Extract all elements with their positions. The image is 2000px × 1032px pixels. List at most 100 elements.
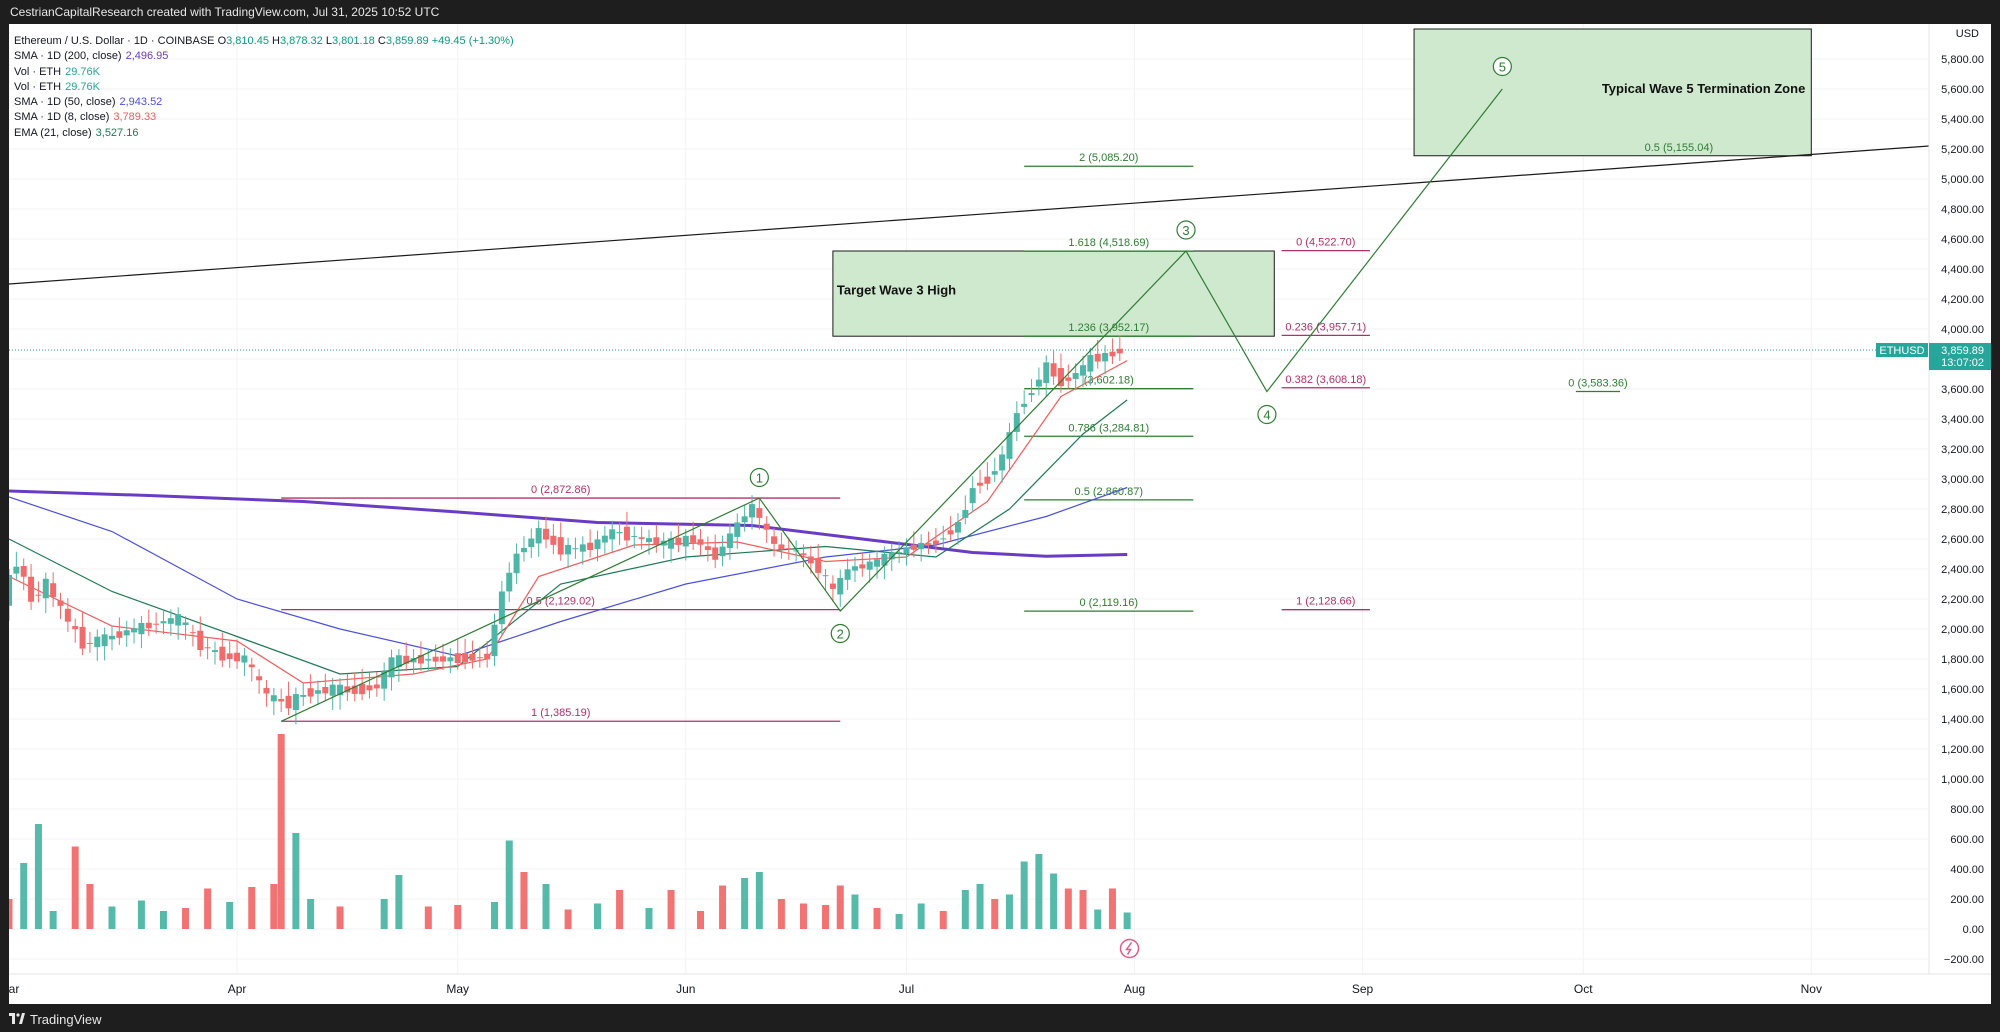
candle-body [28, 576, 35, 602]
legend-row-volume[interactable]: Vol · ETH 29.76K [14, 65, 514, 80]
legend-row-sma200[interactable]: SMA · 1D (200, close) 2,496.95 [14, 49, 514, 64]
candle-body [712, 547, 719, 560]
legend-row-sma8[interactable]: SMA · 1D (8, close) 3,789.33 [14, 110, 514, 125]
volume-bar [71, 846, 79, 929]
candle-body [844, 569, 851, 580]
chart-panel[interactable]: Target Wave 3 High Typical Wave 5 Termina… [9, 24, 1991, 1004]
candle-body [557, 537, 564, 555]
candle-body [1006, 432, 1013, 459]
candle-body [682, 536, 689, 547]
volume-bar [719, 885, 727, 929]
price-axis-tick: 5,800.00 [1941, 54, 1984, 66]
volume-bar [49, 911, 57, 929]
legend-label: Vol · ETH [14, 65, 62, 78]
price-axis-tick: 1,400.00 [1941, 714, 1984, 726]
candle-body [756, 508, 763, 518]
volume-bar [917, 903, 925, 929]
candle-body [417, 655, 424, 664]
candle-body [910, 544, 917, 550]
volume-bar [873, 908, 881, 929]
candle-body [881, 553, 888, 566]
legend-label: SMA · 1D (50, close) [14, 96, 116, 109]
volume-bar [1005, 894, 1013, 929]
legend-row-volume-2[interactable]: Vol · ETH 29.76K [14, 80, 514, 95]
candle-body [748, 504, 755, 518]
time-axis-tick: Mar [9, 982, 19, 996]
volume-bar [424, 906, 432, 929]
candle-body [373, 684, 380, 689]
price-axis-currency: USD [1956, 28, 1979, 40]
fib-level-label: 0 (2,119.16) [1080, 597, 1139, 609]
candle-body [932, 540, 939, 545]
candle-body [108, 635, 115, 640]
volume-bar [895, 914, 903, 929]
candle-body [484, 653, 491, 660]
candle-body [440, 656, 447, 662]
candle-body [888, 552, 895, 560]
candle-body [874, 559, 881, 567]
volume-bar [395, 875, 403, 929]
candle-body [940, 538, 947, 540]
candle-body [653, 537, 660, 545]
candle-body [1072, 373, 1079, 379]
volume-bar [594, 903, 602, 929]
volume-bar [108, 906, 116, 929]
volume-bar [777, 899, 785, 929]
volume-bar [86, 884, 94, 929]
candle-body [241, 655, 248, 663]
candle-body [1035, 379, 1042, 387]
volume-bar [836, 885, 844, 929]
candle-body [79, 626, 86, 649]
price-axis-tick: 4,400.00 [1941, 264, 1984, 276]
price-axis-tick: 600.00 [1950, 834, 1984, 846]
volume-bar [292, 833, 300, 929]
legend-label: SMA · 1D (200, close) [14, 50, 122, 63]
wave-label-number: 4 [1263, 408, 1270, 423]
attribution-text: CestrianCapitalResearch created with Tra… [10, 5, 440, 19]
volume-bar [564, 909, 572, 929]
footer-brand[interactable]: TradingView [30, 1012, 102, 1027]
candle-body [896, 552, 903, 554]
candle-body [314, 690, 321, 694]
candle-body [851, 566, 858, 571]
candle-body [278, 699, 285, 702]
elliott-wave-path [280, 88, 1503, 722]
price-axis-tick: 3,400.00 [1941, 414, 1984, 426]
volume-bar [667, 890, 675, 929]
candle-body [101, 634, 108, 647]
wave-label-circle [1257, 404, 1277, 425]
legend-value: 2,496.95 [125, 50, 169, 63]
time-axis-tick: Sep [1352, 982, 1374, 996]
candle-body [520, 547, 527, 553]
candle-body [793, 550, 800, 552]
candle-body [925, 543, 932, 545]
legend-row-sma50[interactable]: SMA · 1D (50, close) 2,943.52 [14, 95, 514, 110]
volume-bar [1050, 873, 1058, 929]
candle-body [565, 544, 572, 555]
legend-value: 29.76K [65, 80, 100, 93]
candle-body [211, 650, 218, 653]
candle-body [9, 575, 12, 606]
time-axis-tick: Apr [228, 982, 247, 996]
candle-body [535, 528, 542, 544]
candle-body [1043, 362, 1050, 384]
candle-body [182, 622, 189, 626]
legend-symbol-title[interactable]: Ethereum / U.S. Dollar · 1D · COINBASE [14, 35, 215, 47]
target-wave3-box [832, 250, 1275, 337]
candle-body [866, 561, 873, 570]
price-axis-tick: 2,400.00 [1941, 564, 1984, 576]
candle-body [425, 658, 432, 661]
price-axis-tick: 0.00 [1963, 924, 1984, 936]
price-axis-tick: 3,000.00 [1941, 474, 1984, 486]
candle-body [1087, 355, 1094, 372]
candle-body [616, 532, 623, 534]
candle-body [388, 657, 395, 678]
price-axis-tick: 3,600.00 [1941, 384, 1984, 396]
wave-label-circle [1176, 220, 1196, 240]
candle-body [807, 556, 814, 564]
candle-body [138, 622, 145, 635]
long-term-trendline [9, 145, 1930, 285]
last-price-tag [1929, 343, 1991, 371]
price-chart[interactable]: Target Wave 3 High Typical Wave 5 Termina… [9, 24, 1991, 1004]
legend-row-ema21[interactable]: EMA (21, close) 3,527.16 [14, 126, 514, 141]
